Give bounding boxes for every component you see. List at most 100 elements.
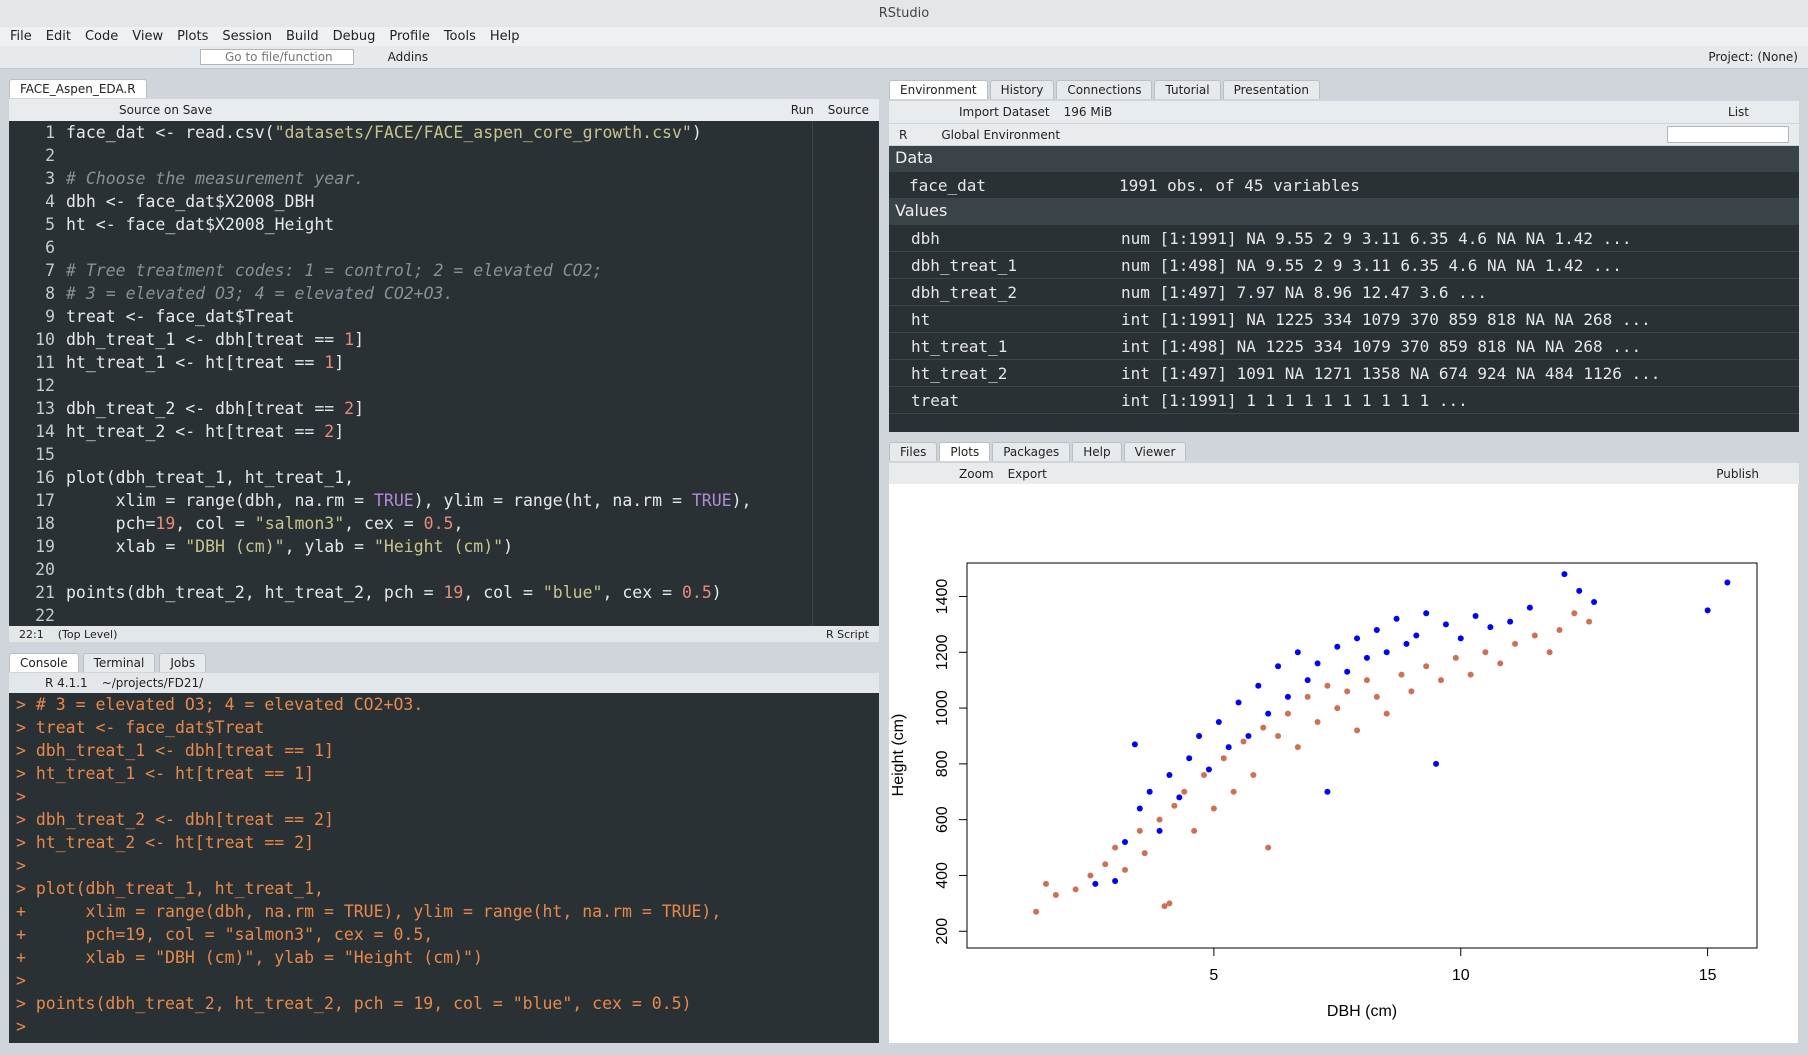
point: [1457, 635, 1464, 642]
point: [1423, 663, 1430, 670]
code-line: [66, 236, 751, 259]
tab[interactable]: Viewer: [1123, 442, 1187, 461]
point: [1433, 760, 1440, 767]
tab[interactable]: Environment: [889, 80, 988, 99]
line-number: 5: [45, 215, 55, 234]
line-number: 18: [35, 514, 55, 533]
point: [1294, 649, 1301, 656]
export-button[interactable]: Export: [1007, 466, 1047, 481]
point: [1304, 693, 1311, 700]
line-number: 10: [35, 330, 55, 349]
data-header: Data: [889, 146, 1799, 172]
env-scope[interactable]: Global Environment: [941, 127, 1061, 142]
point: [1482, 649, 1489, 656]
point: [1334, 643, 1341, 650]
menu-item[interactable]: Help: [489, 29, 520, 44]
point: [1240, 738, 1247, 745]
margin-line: [812, 121, 813, 626]
env-row[interactable]: dbh_treat_2 num [1:497] 7.97 NA 8.96 12.4…: [889, 278, 1799, 306]
menu-item[interactable]: Profile: [389, 29, 430, 44]
line-number: 12: [35, 376, 55, 395]
menu-item[interactable]: Build: [285, 29, 319, 44]
menu-item[interactable]: Edit: [45, 29, 71, 44]
console-line: > dbh_treat_2 <- dbh[treat == 2]: [16, 810, 334, 829]
point: [1393, 615, 1400, 622]
import-dataset[interactable]: Import Dataset: [959, 105, 1050, 119]
memory-usage[interactable]: 196 MiB: [1063, 105, 1113, 119]
tab[interactable]: Connections: [1056, 80, 1153, 99]
env-row[interactable]: dbh num [1:1991] NA 9.55 2 9 3.11 6.35 4.…: [889, 225, 1799, 252]
console[interactable]: > # 3 = elevated O3; 4 = elevated CO2+O3…: [9, 693, 879, 1043]
point: [1205, 766, 1212, 773]
point: [1413, 632, 1420, 639]
var-name: face_dat: [889, 172, 1114, 199]
line-number: 1: [45, 123, 55, 142]
view-mode[interactable]: List: [1728, 105, 1749, 119]
menu-item[interactable]: Code: [84, 29, 119, 44]
source-on-save[interactable]: Source on Save: [119, 103, 213, 117]
working-dir[interactable]: ~/projects/FD21/: [101, 676, 204, 690]
data-table: face_dat 1991 obs. of 45 variables: [889, 172, 1799, 199]
env-row[interactable]: ht int [1:1991] NA 1225 334 1079 370 859 …: [889, 305, 1799, 333]
menu-item[interactable]: View: [132, 29, 164, 44]
point: [1571, 610, 1578, 617]
tab[interactable]: Presentation: [1222, 80, 1320, 99]
project[interactable]: Project: (None): [1708, 50, 1798, 64]
x-axis-label: DBH (cm): [1327, 1003, 1397, 1020]
tab[interactable]: Packages: [992, 442, 1071, 461]
file-type[interactable]: R Script: [825, 627, 869, 641]
line-number: 3: [45, 169, 55, 188]
menu-item[interactable]: Session: [222, 29, 272, 44]
cursor-position: 22:1: [19, 627, 44, 641]
scope[interactable]: (Top Level): [57, 627, 118, 641]
line-number: 8: [45, 284, 55, 303]
point: [1363, 654, 1370, 661]
y-tick-label: 1400: [934, 579, 951, 615]
window-title: RStudio: [878, 6, 930, 21]
env-row[interactable]: face_dat 1991 obs. of 45 variables: [889, 172, 1799, 199]
point: [1122, 866, 1128, 873]
tab[interactable]: Console: [9, 653, 79, 672]
menu-item[interactable]: Tools: [443, 29, 476, 44]
language[interactable]: R: [899, 127, 908, 142]
tab[interactable]: Terminal: [82, 653, 156, 672]
env-row[interactable]: dbh_treat_1 num [1:498] NA 9.55 2 9 3.11 …: [889, 251, 1799, 279]
zoom-button[interactable]: Zoom: [959, 466, 994, 481]
point: [1141, 850, 1148, 857]
point: [1304, 677, 1311, 684]
tab[interactable]: Plots: [939, 442, 991, 461]
menu-item[interactable]: File: [10, 29, 32, 44]
point: [1344, 668, 1351, 675]
env-row[interactable]: ht_treat_1 int [1:498] NA 1225 334 1079 3…: [889, 332, 1799, 360]
publish-button[interactable]: Publish: [1716, 466, 1759, 481]
point: [1201, 772, 1207, 779]
tab[interactable]: Help: [1072, 442, 1122, 461]
point: [1220, 755, 1227, 762]
menu-item[interactable]: Debug: [332, 29, 376, 44]
point: [1245, 732, 1252, 739]
console-line: + xlim = range(dbh, na.rm = TRUE), ylim …: [16, 902, 722, 921]
search-box[interactable]: [1667, 126, 1789, 143]
tab[interactable]: Files: [889, 442, 938, 461]
point: [1092, 880, 1099, 887]
tab[interactable]: History: [989, 80, 1055, 99]
env-row[interactable]: ht_treat_2 int [1:497] 1091 NA 1271 1358 …: [889, 359, 1799, 387]
goto-file[interactable]: Go to file/function: [200, 49, 354, 65]
env-tabs: Environment History Connections Tutorial Pre…: [889, 76, 1799, 99]
addins[interactable]: Addins: [387, 50, 429, 64]
env-row[interactable]: treat int [1:1991] 1 1 1 1 1 1 1 1 1 1 ..…: [889, 386, 1799, 414]
menu-item[interactable]: Plots: [177, 29, 209, 44]
source-button[interactable]: Source: [827, 103, 869, 117]
tab[interactable]: Jobs: [159, 653, 207, 672]
point: [1314, 660, 1321, 667]
code-line: plot(dbh_treat_1, ht_treat_1,: [66, 468, 355, 487]
point: [1052, 891, 1059, 898]
point: [1112, 844, 1119, 851]
run-button[interactable]: Run: [790, 103, 814, 117]
y-tick-label: 1200: [934, 634, 951, 670]
plot-box: [966, 562, 1758, 949]
var-value: int [1:1991] 1 1 1 1 1 1 1 1 1 1 ...: [1116, 386, 1799, 414]
y-tick-label: 600: [934, 806, 951, 833]
editor-tab[interactable]: FACE_Aspen_EDA.R: [9, 79, 147, 98]
tab[interactable]: Tutorial: [1154, 80, 1221, 99]
